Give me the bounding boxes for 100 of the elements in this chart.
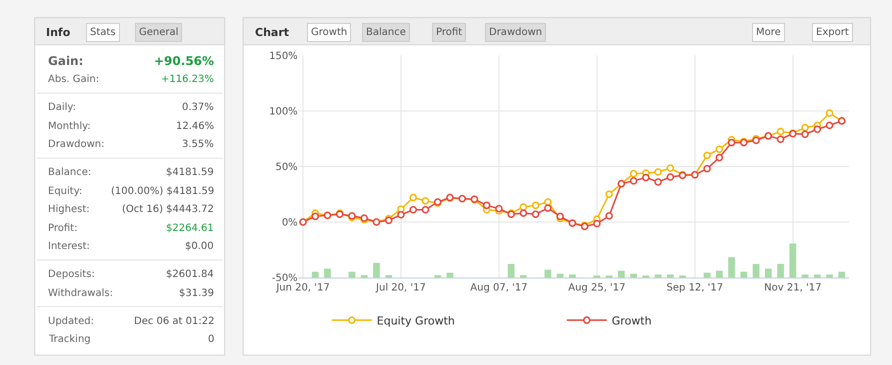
point <box>630 170 638 178</box>
bar <box>777 264 784 278</box>
y-tick-label: 100% <box>269 106 298 118</box>
bar <box>826 274 833 278</box>
point <box>544 204 552 212</box>
text: Drawdown: <box>48 139 104 150</box>
text: (Oct 16) $4443.72 <box>122 204 214 215</box>
text: Drawdown <box>489 27 542 38</box>
point <box>532 202 540 210</box>
bar <box>556 274 564 278</box>
point <box>642 174 650 182</box>
point <box>654 178 662 186</box>
text: Export <box>816 27 849 38</box>
bar <box>324 268 331 278</box>
point <box>422 206 430 214</box>
text: 0 <box>208 334 214 345</box>
x-tick-label: Aug 07, '17 <box>470 282 528 294</box>
point <box>666 164 674 172</box>
x-tick-label: Sep 12, '17 <box>666 282 724 294</box>
bar <box>544 270 552 278</box>
text: Stats <box>90 27 116 38</box>
point <box>801 130 809 138</box>
text: $31.39 <box>179 288 214 299</box>
text: +116.23% <box>161 74 214 85</box>
point <box>311 212 319 220</box>
point <box>482 202 490 210</box>
y-tick-label: 0% <box>282 217 298 228</box>
point <box>716 154 724 162</box>
bar <box>789 244 796 278</box>
bar <box>838 272 846 278</box>
bar <box>348 272 356 278</box>
x-tick-label: Jul 20, '17 <box>375 282 426 294</box>
point <box>422 197 430 205</box>
x-tick-label: Jun 20, '17 <box>275 282 330 294</box>
y-tick-label: 50% <box>275 162 298 173</box>
text: Deposits: <box>48 269 95 280</box>
bar <box>666 274 674 278</box>
bar <box>728 257 735 278</box>
point <box>776 135 784 143</box>
text: Highest: <box>48 204 90 215</box>
point <box>728 138 736 146</box>
text: Profit: <box>48 223 78 234</box>
point <box>495 204 503 212</box>
point <box>814 126 822 133</box>
text: Tracking <box>48 334 91 345</box>
text: $0.00 <box>185 241 214 252</box>
text: Growth <box>311 27 348 38</box>
text: General <box>139 27 178 38</box>
text: (100.00%) $4181.59 <box>111 186 214 197</box>
bar <box>752 264 760 278</box>
point <box>703 152 711 160</box>
bar <box>630 274 637 278</box>
point <box>630 177 638 185</box>
bar <box>740 272 748 278</box>
text: Withdrawals: <box>48 288 113 299</box>
bar <box>716 270 723 278</box>
point <box>776 128 784 136</box>
text: $4181.59 <box>166 167 214 178</box>
text: Equity: <box>48 186 82 197</box>
text: Abs. Gain: <box>48 74 100 85</box>
point <box>520 203 528 211</box>
text: Balance <box>366 27 406 38</box>
x-tick-label: Nov 21, '17 <box>764 282 822 294</box>
bar <box>373 262 380 278</box>
text: Balance: <box>48 167 92 178</box>
bar <box>446 272 454 278</box>
point <box>826 122 834 130</box>
chart-title: Chart <box>255 26 290 39</box>
bar <box>764 268 772 278</box>
bar <box>654 274 662 278</box>
point <box>654 168 662 176</box>
text: More <box>756 27 781 38</box>
text: 3.55% <box>182 139 214 150</box>
text: 0.37% <box>182 102 214 113</box>
legend-label: Equity Growth <box>376 314 455 328</box>
bar <box>312 272 319 278</box>
point <box>532 210 540 218</box>
point <box>409 206 417 214</box>
point <box>593 220 601 228</box>
point <box>605 212 613 220</box>
point <box>703 164 711 172</box>
y-tick-label: 150% <box>269 50 298 62</box>
text: 12.46% <box>176 121 214 132</box>
text: Profit <box>436 27 462 38</box>
text: Info <box>46 26 71 39</box>
point <box>544 198 552 206</box>
point <box>801 124 809 132</box>
point <box>520 209 528 217</box>
text: Gain: <box>48 54 84 68</box>
text: +90.56% <box>154 54 214 68</box>
bar <box>814 274 821 278</box>
bar <box>569 274 576 278</box>
text: Daily: <box>48 102 76 113</box>
text: Dec 06 at 01:22 <box>134 316 214 327</box>
point <box>826 109 834 117</box>
text: Monthly: <box>48 121 91 132</box>
point <box>409 194 417 202</box>
text: Updated: <box>48 316 94 327</box>
bar <box>618 270 625 278</box>
text: $2601.84 <box>166 269 214 280</box>
